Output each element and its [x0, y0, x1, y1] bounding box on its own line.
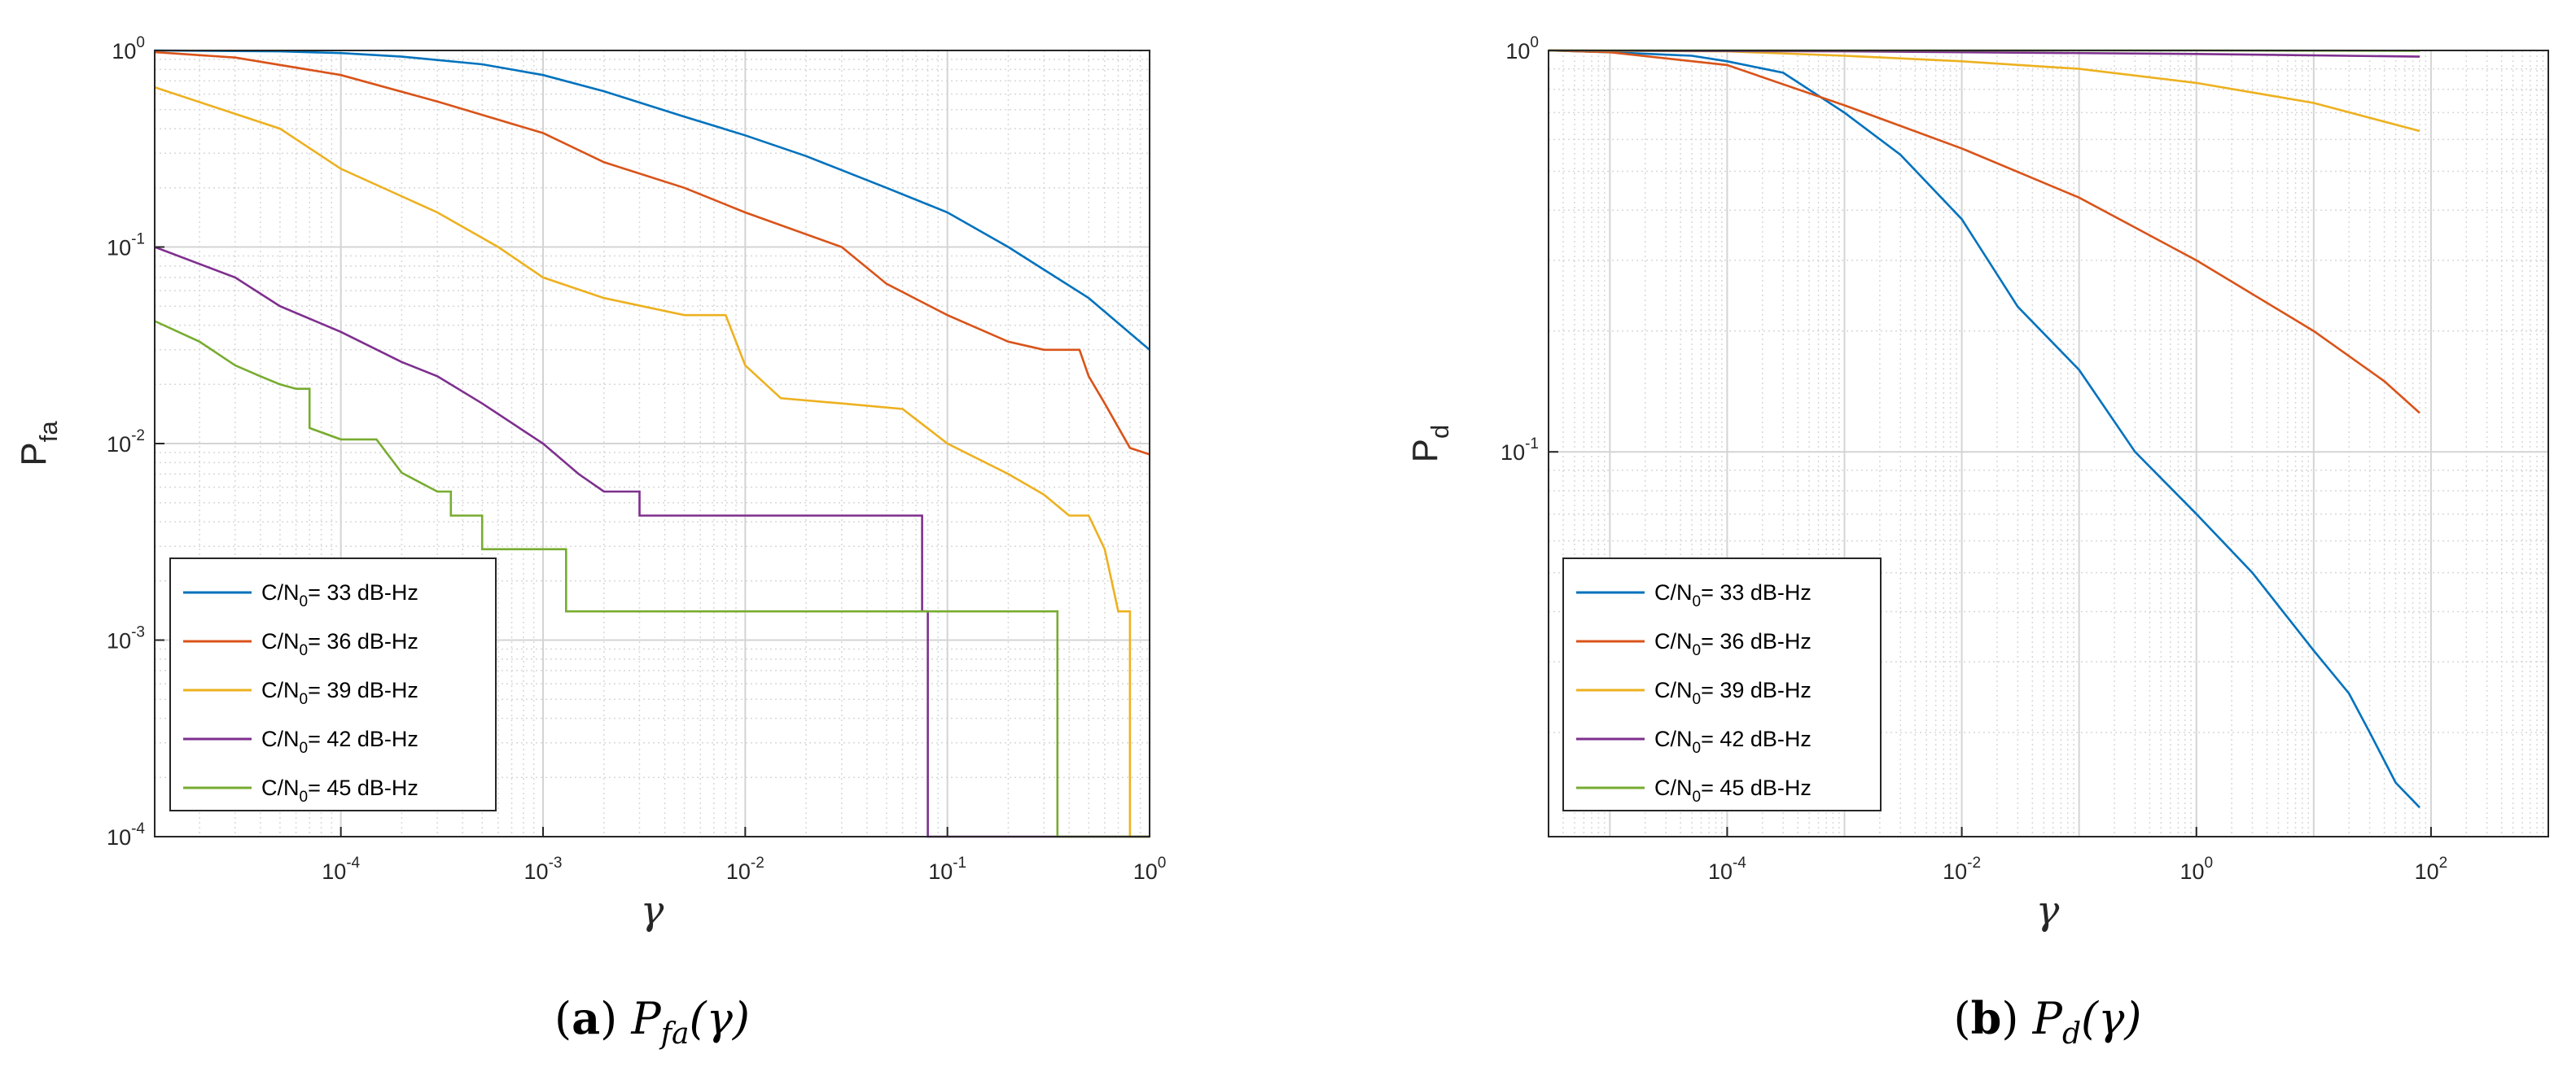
series-line-a-4 — [155, 320, 1150, 838]
x-tick-label: 100 — [1133, 855, 1167, 884]
y-tick-label: 10-1 — [107, 231, 145, 260]
legend-entry: C/N0= 45 dB-Hz — [261, 776, 418, 806]
legend-entry: C/N0= 36 dB-Hz — [261, 629, 418, 659]
caption-b: (b) Pd(γ) — [1954, 992, 2142, 1051]
y-axis-label-b: Pd — [1405, 425, 1454, 463]
y-tick-label: 10-4 — [107, 820, 145, 850]
y-tick-label: 100 — [1505, 34, 1539, 63]
y-tick-label: 10-2 — [107, 427, 145, 457]
ticks-a: 10-4 10-3 10-2 10-1 100 10-4 10-3 10-2 10-1 100 — [107, 34, 1166, 884]
x-tick-label: 10-4 — [1708, 855, 1746, 884]
y-tick-label: 100 — [112, 34, 145, 63]
x-axis-label-b: γ — [2036, 888, 2060, 934]
x-tick-label: 102 — [2415, 855, 2448, 884]
ticks-b: 10-4 10-2 100 102 10-1 100 — [1500, 34, 2447, 884]
panel-a: 10-4 10-3 10-2 10-1 100 10-4 10-3 10-2 10-1 100 Pf… — [14, 34, 1166, 1051]
series-line-a-0 — [155, 49, 1150, 351]
legend-entry: C/N0= 39 dB-Hz — [261, 678, 418, 708]
axes-box-b — [1548, 50, 2549, 837]
series-line-a-2 — [155, 85, 1150, 838]
legend-entry: C/N0= 33 dB-Hz — [261, 580, 418, 610]
legend-entry: C/N0= 33 dB-Hz — [1654, 580, 1812, 610]
series-line-a-1 — [155, 50, 1150, 456]
legend-a: C/N0= 33 dB-Hz C/N0= 36 dB-Hz C/N0= 39 dB-… — [169, 557, 497, 811]
legend-entry: C/N0= 36 dB-Hz — [1654, 629, 1812, 659]
x-tick-label: 10-2 — [1943, 855, 1981, 884]
x-tick-label: 100 — [2180, 855, 2213, 884]
series-group-a — [155, 49, 1150, 838]
x-tick-label: 10-1 — [928, 855, 966, 884]
x-tick-label: 10-4 — [322, 855, 360, 884]
legend-box — [169, 557, 497, 811]
legend-b: C/N0= 33 dB-Hz C/N0= 36 dB-Hz C/N0= 39 dB-… — [1562, 557, 1882, 811]
legend-entry: C/N0= 39 dB-Hz — [1654, 678, 1812, 708]
y-axis-label-a: Pfa — [14, 421, 63, 466]
legend-entry: C/N0= 42 dB-Hz — [1654, 727, 1812, 757]
legend-entry: C/N0= 45 dB-Hz — [1654, 776, 1812, 806]
y-tick-label: 10-1 — [1500, 435, 1539, 465]
x-tick-label: 10-3 — [524, 855, 563, 884]
legend-entry: C/N0= 42 dB-Hz — [261, 727, 418, 757]
x-axis-label-a: γ — [641, 888, 664, 934]
y-tick-label: 10-3 — [107, 624, 145, 654]
series-line-b-1 — [1549, 49, 2420, 414]
caption-a: (a) Pfa(γ) — [554, 992, 750, 1051]
legend-box — [1562, 557, 1882, 811]
x-tick-label: 10-2 — [726, 855, 764, 884]
series-line-b-0 — [1549, 49, 2420, 809]
